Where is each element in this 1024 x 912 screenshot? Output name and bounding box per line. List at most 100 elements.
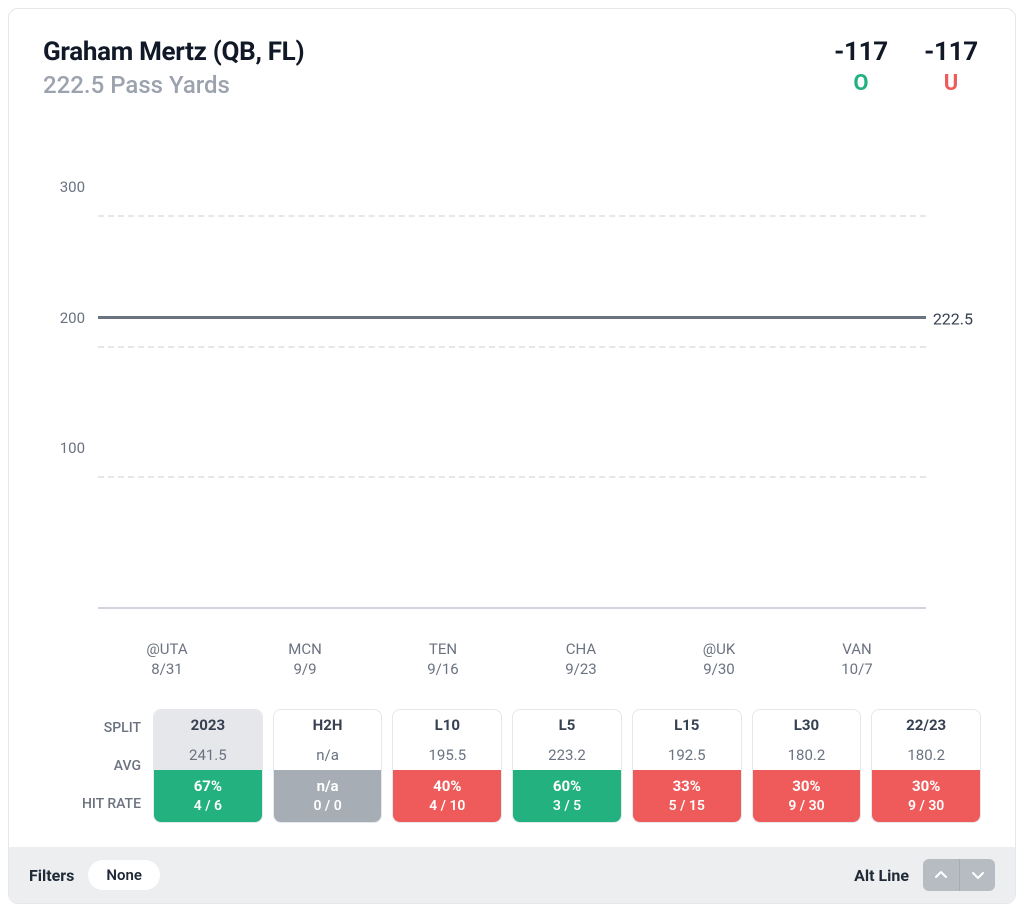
altline-label: Alt Line [854, 866, 909, 885]
chart-plot: 333193166259244254 [98, 139, 926, 609]
split-avg: 192.5 [633, 740, 741, 770]
split-card[interactable]: L15192.533%5 / 15 [632, 709, 742, 823]
split-card[interactable]: L30180.230%9 / 30 [752, 709, 862, 823]
split-avg: 223.2 [513, 740, 621, 770]
split-hitrate: 67%4 / 6 [154, 770, 262, 822]
split-hitrate: 33%5 / 15 [633, 770, 741, 822]
x-label-date: 8/31 [98, 659, 236, 679]
y-tick: 300 [60, 178, 85, 196]
player-name: Graham Mertz (QB, FL) [43, 37, 304, 67]
split-avg: 241.5 [154, 740, 262, 770]
split-hitrate: 40%4 / 10 [393, 770, 501, 822]
split-hitrate: n/a0 / 0 [274, 770, 382, 822]
split-rate: 33% [633, 777, 741, 797]
x-label-date: 9/30 [650, 659, 788, 679]
x-label-opp: TEN [374, 639, 512, 659]
filter-pill[interactable]: None [88, 860, 160, 890]
y-tick: 100 [60, 439, 85, 457]
x-label-date: 10/7 [788, 659, 926, 679]
split-name: 2023 [154, 710, 262, 740]
y-axis: 100 200 300 [43, 139, 93, 609]
x-axis-labels: @UTA8/31MCN9/9TEN9/16CHA9/23@UK9/30VAN10… [98, 639, 926, 680]
x-label-opp: MCN [236, 639, 374, 659]
x-label: CHA9/23 [512, 639, 650, 680]
altline-stepper [923, 859, 995, 891]
split-rate: 30% [753, 777, 861, 797]
split-avg: 195.5 [393, 740, 501, 770]
card-footer: Filters None Alt Line [9, 847, 1015, 903]
x-label: VAN10/7 [788, 639, 926, 680]
split-fraction: 9 / 30 [872, 797, 980, 815]
x-label: @UK9/30 [650, 639, 788, 680]
footer-right: Alt Line [854, 859, 995, 891]
split-card[interactable]: L10195.540%4 / 10 [392, 709, 502, 823]
over-label: O [831, 71, 891, 96]
split-rate: 30% [872, 777, 980, 797]
split-name: L30 [753, 710, 861, 740]
grid-line [98, 346, 926, 348]
chevron-down-icon [972, 869, 984, 881]
split-name: L15 [633, 710, 741, 740]
split-fraction: 9 / 30 [753, 797, 861, 815]
altline-up-button[interactable] [923, 859, 959, 891]
bar-chart: 100200300 333193166259244254 222.5 @UTA8… [43, 139, 981, 639]
x-label-date: 9/9 [236, 659, 374, 679]
split-rate: 40% [393, 777, 501, 797]
chevron-up-icon [935, 869, 947, 881]
split-name: L5 [513, 710, 621, 740]
under-odds[interactable]: -117 U [921, 37, 981, 96]
split-row-labels: SPLIT AVG HIT RATE [43, 709, 153, 823]
under-odds-value: -117 [921, 37, 981, 67]
header-left: Graham Mertz (QB, FL) 222.5 Pass Yards [43, 37, 304, 99]
split-card[interactable]: 22/23180.230%9 / 30 [871, 709, 981, 823]
over-odds-value: -117 [831, 37, 891, 67]
split-hitrate: 60%3 / 5 [513, 770, 621, 822]
split-rate: 67% [154, 777, 262, 797]
split-fraction: 0 / 0 [274, 797, 382, 815]
split-card[interactable]: H2Hn/an/a0 / 0 [273, 709, 383, 823]
splits-table: SPLIT AVG HIT RATE 2023241.567%4 / 6H2Hn… [43, 709, 981, 823]
x-label-date: 9/23 [512, 659, 650, 679]
over-odds[interactable]: -117 O [831, 37, 891, 96]
split-fraction: 4 / 6 [154, 797, 262, 815]
split-rate: n/a [274, 777, 382, 797]
card-header: Graham Mertz (QB, FL) 222.5 Pass Yards -… [9, 9, 1015, 109]
grid-line [98, 476, 926, 478]
split-label-split: SPLIT [43, 713, 141, 743]
footer-left: Filters None [29, 860, 160, 890]
x-label-date: 9/16 [374, 659, 512, 679]
split-name: 22/23 [872, 710, 980, 740]
split-card[interactable]: 2023241.567%4 / 6 [153, 709, 263, 823]
split-avg: 180.2 [872, 740, 980, 770]
altline-down-button[interactable] [959, 859, 995, 891]
chart-bars: 333193166259244254 [98, 139, 926, 609]
split-card[interactable]: L5223.260%3 / 5 [512, 709, 622, 823]
under-label: U [921, 71, 981, 96]
x-label: @UTA8/31 [98, 639, 236, 680]
threshold-line [98, 316, 926, 319]
x-label-opp: CHA [512, 639, 650, 659]
split-fraction: 4 / 10 [393, 797, 501, 815]
split-label-hit: HIT RATE [43, 789, 141, 819]
split-fraction: 3 / 5 [513, 797, 621, 815]
y-tick: 200 [60, 309, 85, 327]
x-label-opp: @UK [650, 639, 788, 659]
split-hitrate: 30%9 / 30 [753, 770, 861, 822]
x-label: TEN9/16 [374, 639, 512, 680]
split-fraction: 5 / 15 [633, 797, 741, 815]
x-label-opp: @UTA [98, 639, 236, 659]
split-label-avg: AVG [43, 751, 141, 781]
prop-line: 222.5 Pass Yards [43, 71, 304, 99]
split-avg: 180.2 [753, 740, 861, 770]
split-name: H2H [274, 710, 382, 740]
player-prop-card: Graham Mertz (QB, FL) 222.5 Pass Yards -… [8, 8, 1016, 904]
threshold-label: 222.5 [933, 309, 973, 328]
split-name: L10 [393, 710, 501, 740]
x-label: MCN9/9 [236, 639, 374, 680]
split-avg: n/a [274, 740, 382, 770]
split-cards: 2023241.567%4 / 6H2Hn/an/a0 / 0L10195.54… [153, 709, 981, 823]
grid-line [98, 215, 926, 217]
header-odds: -117 O -117 U [831, 37, 981, 96]
split-rate: 60% [513, 777, 621, 797]
split-hitrate: 30%9 / 30 [872, 770, 980, 822]
